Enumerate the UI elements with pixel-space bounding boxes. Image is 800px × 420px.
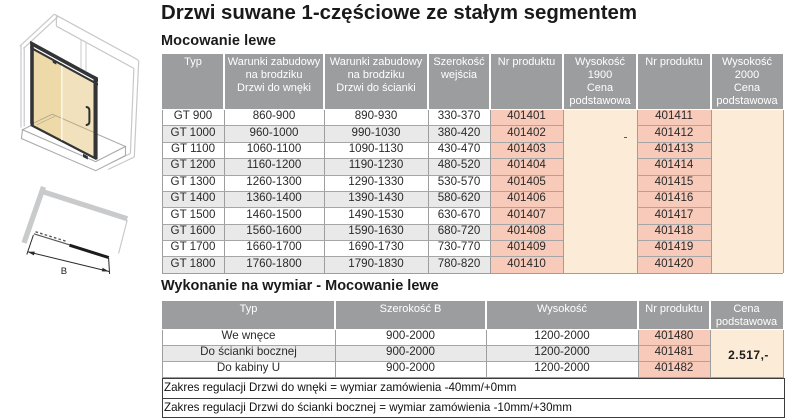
svg-text:B: B xyxy=(61,266,67,277)
